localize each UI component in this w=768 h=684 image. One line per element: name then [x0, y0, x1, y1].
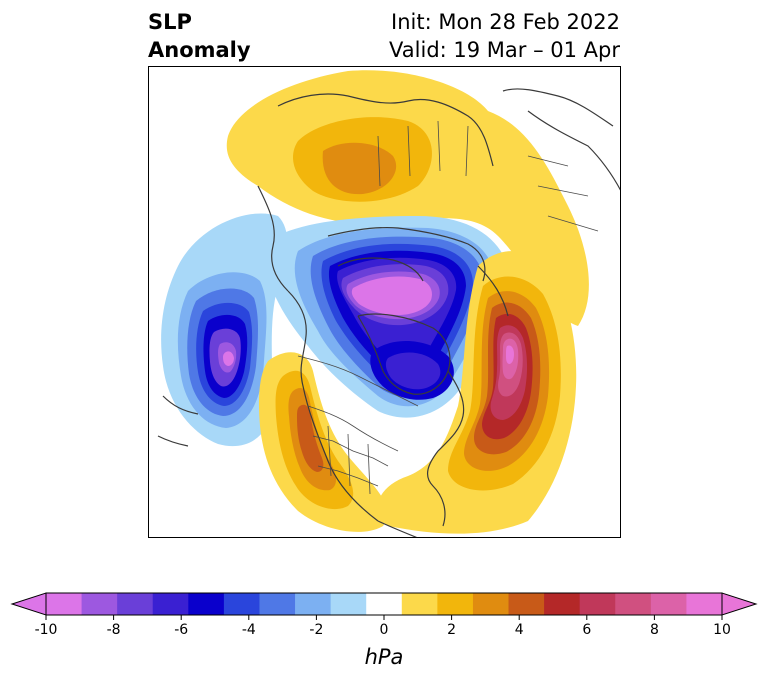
colorbar-swatch — [188, 593, 225, 615]
colorbar-swatch — [686, 593, 723, 615]
colorbar-tick-label: -8 — [107, 622, 121, 638]
colorbar-tick-label: -10 — [35, 622, 58, 638]
country-borders — [297, 120, 599, 495]
western-us-high-anomaly — [258, 352, 388, 532]
colorbar-tick-label: 10 — [713, 622, 731, 638]
colorbar-tick-label: 6 — [582, 622, 591, 638]
colorbar-unit-label: hPa — [364, 645, 404, 669]
colorbar-swatch — [259, 593, 296, 615]
colorbar-swatch — [437, 593, 474, 615]
colorbar-swatch — [46, 593, 83, 615]
colorbar-tick-label: 2 — [447, 622, 456, 638]
colorbar-swatch — [81, 593, 118, 615]
arctic-low-anomaly — [265, 216, 509, 418]
map-frame — [148, 66, 621, 538]
colorbar-tick-label: 4 — [515, 622, 524, 638]
title-line-2: Anomaly — [148, 38, 251, 62]
colorbar-tick-label: -2 — [309, 622, 323, 638]
colorbar-swatch — [152, 593, 189, 615]
colorbar-tick-label: 0 — [380, 622, 389, 638]
colorbar-extend-max — [721, 592, 758, 616]
colorbar-swatch — [401, 593, 438, 615]
init-date: Init: Mon 28 Feb 2022 — [391, 10, 620, 34]
colorbar-swatch — [579, 593, 616, 615]
coastlines — [157, 88, 621, 538]
colorbar-swatch — [223, 593, 260, 615]
colorbar-tick-label: -4 — [242, 622, 256, 638]
colorbar-ticks: -10 -8 -6 -4 -2 0 2 4 6 8 10 — [35, 615, 731, 638]
forecast-dates: Init: Mon 28 Feb 2022 Valid: 19 Mar – 01… — [389, 8, 620, 64]
north-pacific-low-anomaly — [161, 213, 288, 447]
colorbar-swatches — [10, 592, 758, 616]
map-title: SLP Anomaly — [148, 8, 251, 64]
colorbar-swatch — [650, 593, 687, 615]
north-atlantic-high-anomaly — [377, 251, 577, 534]
colorbar-tick-label: -6 — [174, 622, 188, 638]
colorbar-swatch — [544, 593, 581, 615]
valid-range: Valid: 19 Mar – 01 Apr — [389, 38, 620, 62]
colorbar-extend-min — [10, 592, 47, 616]
colorbar-swatch — [295, 593, 332, 615]
title-line-1: SLP — [148, 10, 192, 34]
colorbar-swatch — [366, 593, 403, 615]
slp-anomaly-map — [148, 66, 621, 538]
colorbar-swatch — [117, 593, 154, 615]
colorbar-swatch — [508, 593, 545, 615]
colorbar: -10 -8 -6 -4 -2 0 2 4 6 8 10 — [10, 592, 758, 638]
colorbar-swatch — [330, 593, 367, 615]
colorbar-swatch — [472, 593, 510, 615]
colorbar-swatch — [615, 593, 652, 615]
siberia-high-anomaly — [226, 70, 589, 326]
colorbar-tick-label: 8 — [650, 622, 659, 638]
